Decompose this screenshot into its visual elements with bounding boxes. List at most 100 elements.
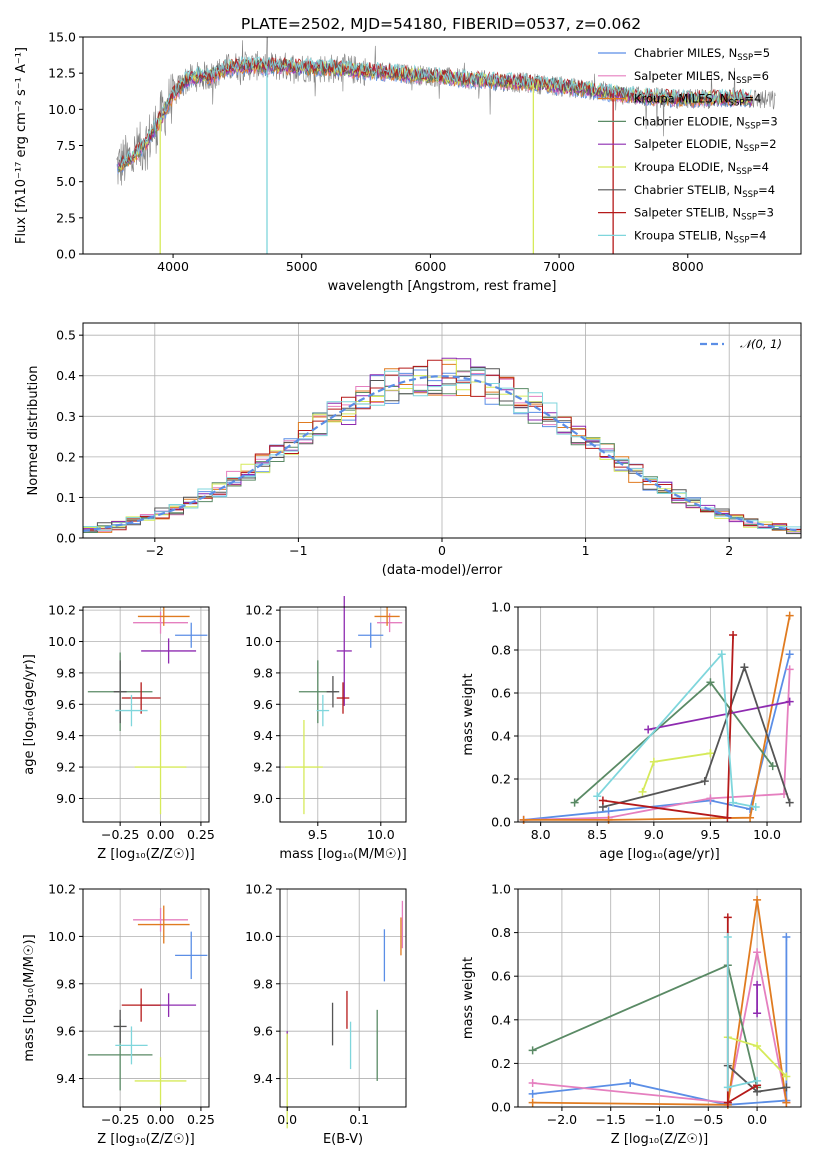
legend-value: =3 xyxy=(761,114,778,128)
legend-text: Kroupa MILES, N xyxy=(634,92,729,106)
legend-value: =5 xyxy=(753,46,770,60)
x-tick-label: 0.1 xyxy=(349,1112,369,1127)
y-tick-label: 0.8 xyxy=(491,925,511,940)
y-tick-label: 2.5 xyxy=(56,210,76,225)
y-tick-label: 9.8 xyxy=(253,665,273,680)
plus-marker xyxy=(528,1079,537,1088)
plus-marker xyxy=(519,815,528,824)
legend-value: =2 xyxy=(760,137,777,151)
weight-line xyxy=(532,964,758,1088)
errorbar-kroupa-stelib xyxy=(316,694,330,727)
plus-marker xyxy=(598,796,607,805)
y-tick-label: 0.2 xyxy=(56,449,76,464)
y-tick-label: 9.6 xyxy=(56,697,76,712)
weight-line xyxy=(602,664,791,808)
errorbar-kroupa-stelib xyxy=(115,694,148,727)
legend-label-gaussian: 𝒩(0, 1) xyxy=(740,337,782,351)
x-tick-label: 0.25 xyxy=(187,827,215,842)
y-tick-label: 5.0 xyxy=(56,174,76,189)
weight-series-chabrier-elodie xyxy=(528,961,762,1092)
x-tick-label: 9.5 xyxy=(308,827,328,842)
errorbar-chabrier-miles xyxy=(175,622,208,648)
errorbar-chabrier-miles xyxy=(175,931,208,980)
plus-marker xyxy=(723,932,732,941)
x-tick-label: 0.0 xyxy=(277,1112,297,1127)
y-tick-label: 1.0 xyxy=(491,882,511,897)
plus-marker xyxy=(753,895,762,904)
plus-marker xyxy=(782,932,791,941)
x-tick-label: 0 xyxy=(438,543,446,558)
x-tick-label: 9.5 xyxy=(700,827,720,842)
legend-subscript: SSP xyxy=(741,213,757,223)
x-tick-label: 0.00 xyxy=(147,827,175,842)
legend-label: Salpeter ELODIE, NSSP=2 xyxy=(634,137,777,154)
x-axis-label: Z [log₁₀(Z/Z☉)] xyxy=(97,1132,194,1147)
x-tick-label: 10.0 xyxy=(367,827,395,842)
x-tick-label: −0.5 xyxy=(693,1112,723,1127)
residuals-panel: −2 −1 0 1 2 0.0 0.1 0.2 0.3 0.4 0.5 (data-model)/er… xyxy=(26,322,802,578)
plus-marker xyxy=(723,1098,732,1107)
y-tick-label: 0.5 xyxy=(56,328,76,343)
legend-value: =4 xyxy=(752,160,769,174)
plus-marker xyxy=(753,1009,762,1018)
y-tick-label: 10.0 xyxy=(48,634,76,649)
y-tick-label: 0.2 xyxy=(491,772,511,787)
model-spectrum-kroupa-stelib xyxy=(119,55,752,166)
x-tick-label: −1.0 xyxy=(644,1112,674,1127)
plus-marker xyxy=(782,1072,791,1081)
x-tick-label: 8.0 xyxy=(531,827,551,842)
spectrum-panel: 4000 5000 6000 7000 8000 0.0 2.5 5.0 7.5 10.0 12.5… xyxy=(14,30,802,294)
errorbar-kroupa-elodie xyxy=(134,1057,187,1105)
y-tick-label: 0.2 xyxy=(491,1056,511,1071)
y-axis-label: mass weight xyxy=(461,957,476,1039)
y-tick-label: 0.4 xyxy=(491,1012,511,1027)
weight-vs-Z-panel: −2.0 −1.5 −1.0 −0.5 0.0 0.0 0.2 0.4 0.6 0.8 1.0 Z [… xyxy=(461,882,802,1147)
y-tick-label: 9.4 xyxy=(56,728,76,743)
y-tick-label: 9.2 xyxy=(253,760,273,775)
plus-marker xyxy=(785,798,794,807)
y-tick-label: 9.4 xyxy=(253,728,273,743)
y-tick-label: 10.0 xyxy=(245,634,273,649)
weight-series-kroupa-miles xyxy=(519,611,794,824)
y-tick-label: 0.0 xyxy=(56,247,76,262)
plus-marker xyxy=(729,630,738,639)
weight-series-kroupa-miles xyxy=(528,895,791,1109)
plus-marker xyxy=(706,794,715,803)
errorbar-chabrier-stelib xyxy=(113,660,127,724)
weight-line xyxy=(641,752,711,793)
plus-marker xyxy=(723,1083,732,1092)
weight-series-chabrier-miles xyxy=(519,650,794,824)
legend-text: Salpeter STELIB, N xyxy=(634,206,741,220)
weight-line xyxy=(648,700,790,731)
x-tick-label: 7000 xyxy=(543,259,575,274)
legend-label: Salpeter STELIB, NSSP=3 xyxy=(634,206,774,223)
weight-series-chabrier-elodie xyxy=(570,678,777,807)
errorbar-chabrier-stelib xyxy=(113,1009,127,1044)
y-tick-label: 9.6 xyxy=(56,1024,76,1039)
y-tick-label: 0.8 xyxy=(491,643,511,658)
legend-subscript: SSP xyxy=(737,53,753,63)
y-tick-label: 10.0 xyxy=(48,929,76,944)
age-vs-mass-panel: 9.5 10.0 9.0 9.2 9.4 9.6 9.8 10.0 10.2 mass [log₁… xyxy=(245,596,407,862)
spectrum-lines xyxy=(116,37,776,254)
plus-marker xyxy=(723,913,732,922)
x-tick-label: −1.5 xyxy=(596,1112,626,1127)
x-axis-label: (data-model)/error xyxy=(382,563,503,578)
plot-frame xyxy=(82,888,210,1108)
errorbar-salpeter-stelib xyxy=(336,682,350,714)
x-axis-label: E(B-V) xyxy=(323,1132,363,1147)
errorbar-salpeter-stelib xyxy=(121,682,161,714)
plus-marker xyxy=(785,665,794,674)
plus-marker xyxy=(753,1041,762,1050)
y-tick-label: 10.0 xyxy=(48,102,76,117)
weight-series-salpeter-elodie xyxy=(644,697,794,734)
legend-label: Chabrier ELODIE, NSSP=3 xyxy=(634,114,778,131)
plot-frame xyxy=(279,606,407,823)
plus-marker xyxy=(785,611,794,620)
weight-line xyxy=(574,680,774,804)
plus-marker xyxy=(782,1098,791,1107)
x-tick-label: 5000 xyxy=(286,259,318,274)
y-tick-label: 9.4 xyxy=(56,1071,76,1086)
